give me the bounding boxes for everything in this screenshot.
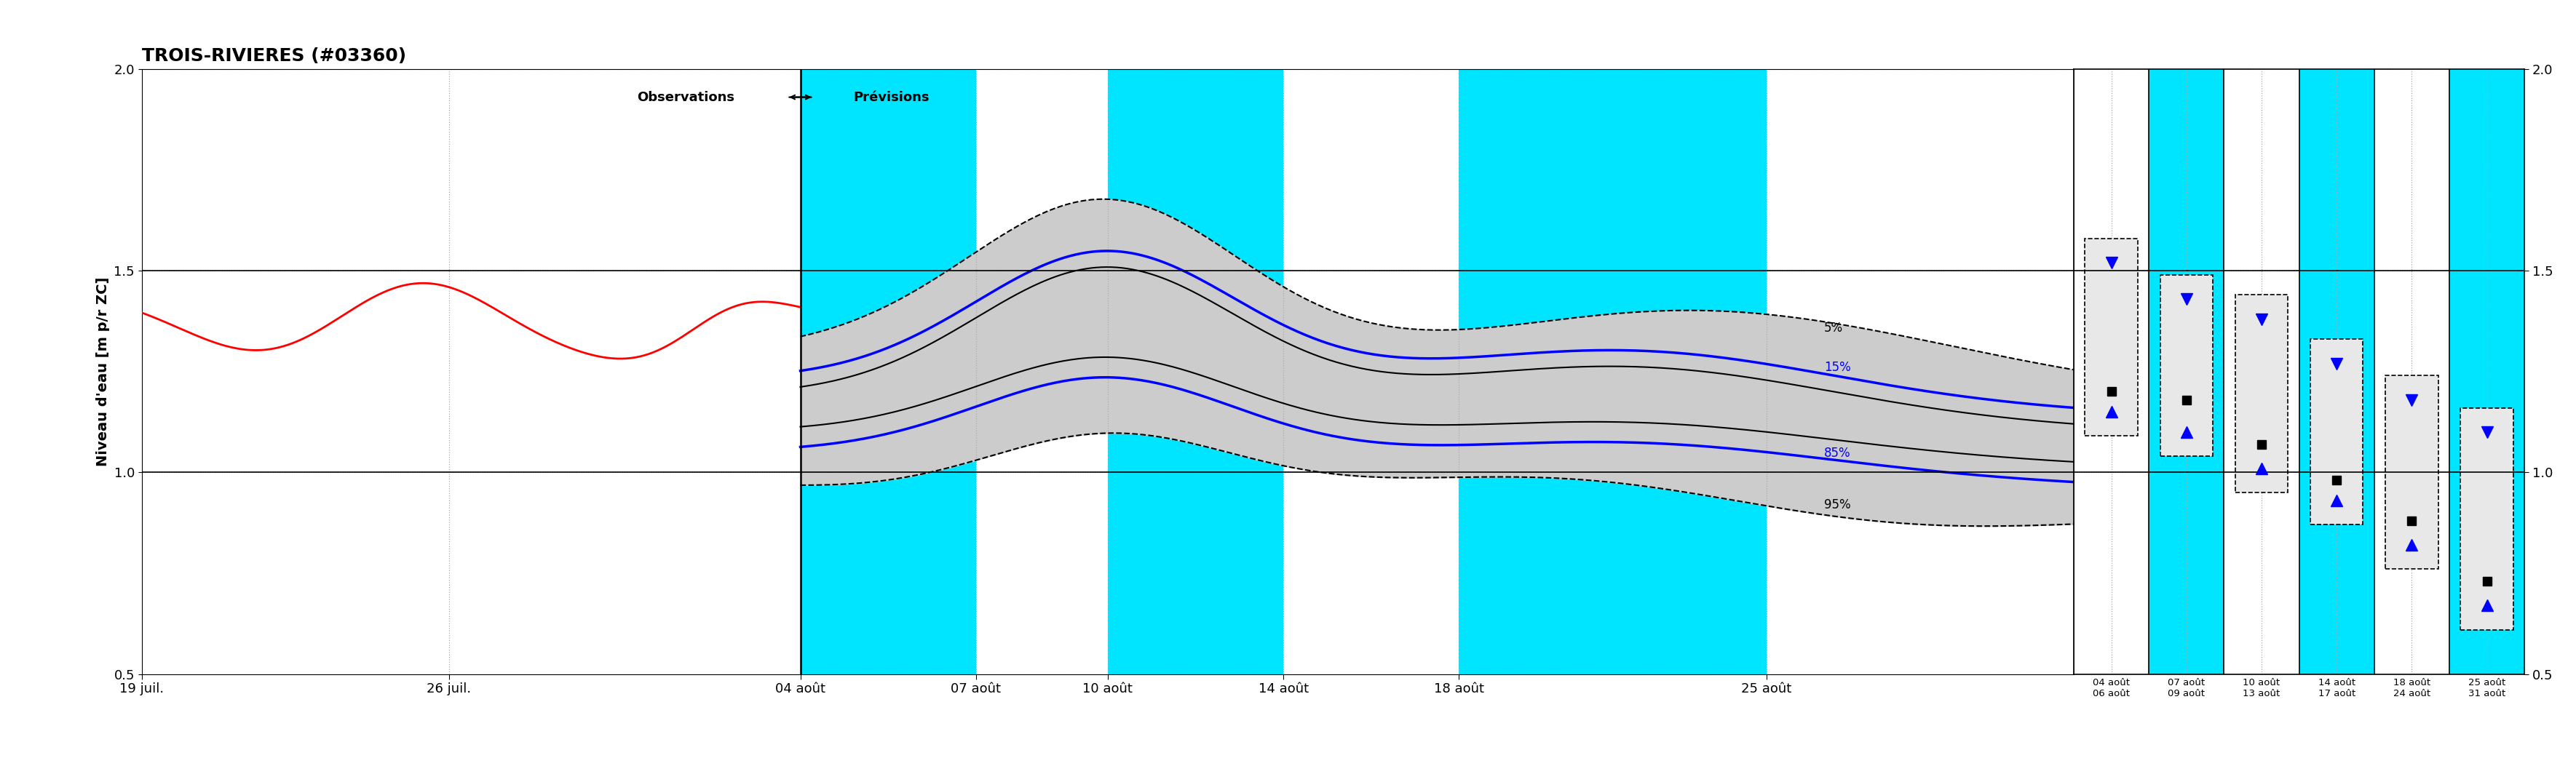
- FancyBboxPatch shape: [2311, 339, 2362, 525]
- FancyBboxPatch shape: [2460, 408, 2514, 630]
- Y-axis label: Niveau d'eau [m p/r ZC]: Niveau d'eau [m p/r ZC]: [95, 277, 111, 466]
- Bar: [2074, 69, 2148, 674]
- Text: 85%: 85%: [1824, 447, 1850, 460]
- Bar: [2375, 69, 2450, 674]
- Bar: [801, 69, 976, 674]
- Text: 5%: 5%: [1824, 321, 1842, 334]
- Bar: [2223, 69, 2298, 674]
- Text: TROIS-RIVIERES (#03360): TROIS-RIVIERES (#03360): [142, 47, 407, 64]
- Text: 15%: 15%: [1824, 361, 1850, 374]
- FancyBboxPatch shape: [2385, 375, 2437, 569]
- FancyBboxPatch shape: [2084, 238, 2138, 436]
- Bar: [1108, 69, 1283, 674]
- Text: Prévisions: Prévisions: [853, 90, 930, 103]
- Text: Observations: Observations: [636, 90, 734, 103]
- Text: 95%: 95%: [1824, 499, 1850, 512]
- Bar: [1458, 69, 1767, 674]
- FancyBboxPatch shape: [2236, 295, 2287, 493]
- FancyBboxPatch shape: [2161, 275, 2213, 457]
